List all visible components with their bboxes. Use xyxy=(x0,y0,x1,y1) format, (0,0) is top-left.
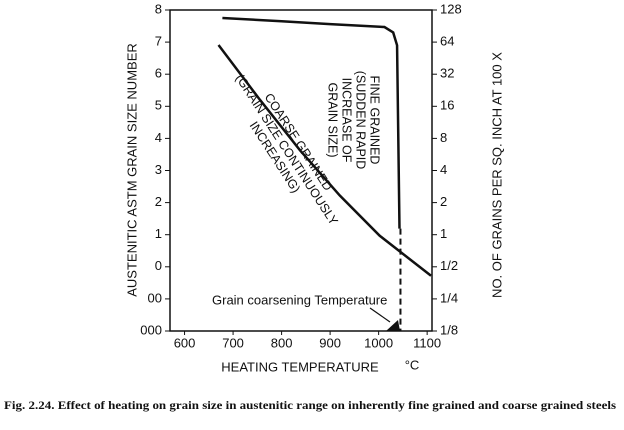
y-tick-label: 0 xyxy=(155,258,162,273)
y-tick-label: 5 xyxy=(155,98,162,113)
x-tick-label: 900 xyxy=(319,335,341,350)
y2-tick-label: 1/4 xyxy=(440,290,458,305)
x-tick-label: 1100 xyxy=(413,335,441,350)
coarsening-arrow xyxy=(369,307,391,323)
y-tick-label: 00 xyxy=(148,290,162,305)
y2-tick-label: 1/2 xyxy=(440,258,458,273)
x-tick-label: 600 xyxy=(174,335,196,350)
y-tick-label: 2 xyxy=(155,194,162,209)
annotation: (GRAIN SIZE CONTINUOUSLY xyxy=(233,72,341,229)
y-tick-label: 3 xyxy=(155,162,162,177)
x-tick-label: 1000 xyxy=(364,335,393,350)
y-tick-label: 8 xyxy=(155,1,162,16)
y2-tick-label: 4 xyxy=(440,162,447,177)
y2-tick-label: 32 xyxy=(440,66,454,81)
y2-tick-label: 2 xyxy=(440,194,447,209)
series-line xyxy=(217,44,432,277)
coarsening-marker xyxy=(386,320,400,331)
x-axis-title: HEATING TEMPERATURE xyxy=(221,359,379,374)
x-tick-label: 800 xyxy=(271,335,293,350)
annotation: (SUDDEN RAPID xyxy=(354,71,368,170)
y2-tick-label: 1 xyxy=(440,226,447,241)
y-tick-label: 4 xyxy=(155,130,162,145)
annotation: GRAIN SIZE) xyxy=(326,82,340,157)
y2-tick-label: 128 xyxy=(440,1,462,16)
x-axis-unit: °C xyxy=(405,357,420,372)
x-tick-label: 700 xyxy=(222,335,244,350)
y-tick-label: 1 xyxy=(155,226,162,241)
annotation: INCREASE OF xyxy=(340,78,354,163)
y2-axis-title: NO. OF GRAINS PER SQ. INCH AT 100 X xyxy=(489,52,504,298)
y-tick-label: 000 xyxy=(140,322,162,337)
y2-tick-label: 8 xyxy=(440,130,447,145)
y-tick-label: 7 xyxy=(155,34,162,49)
y2-tick-label: 16 xyxy=(440,98,454,113)
coarsening-label: Grain coarsening Temperature xyxy=(212,292,387,307)
y-tick-label: 6 xyxy=(155,66,162,81)
series-line xyxy=(222,16,401,229)
annotation: FINE GRAINED xyxy=(368,76,382,165)
y-axis-title: AUSTENITIC ASTM GRAIN SIZE NUMBER xyxy=(124,43,139,297)
y2-tick-label: 1/8 xyxy=(440,322,458,337)
y2-tick-label: 64 xyxy=(440,34,454,49)
caption: Fig. 2.24. Effect of heating on grain si… xyxy=(4,398,616,412)
